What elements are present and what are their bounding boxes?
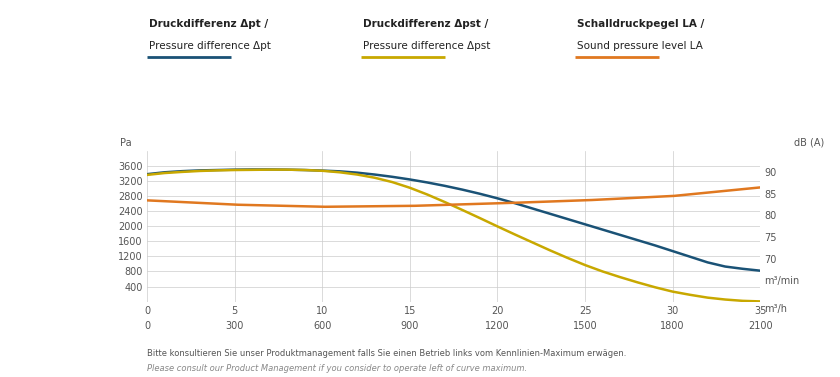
Text: Bitte konsultieren Sie unser Produktmanagement falls Sie einen Betrieb links vom: Bitte konsultieren Sie unser Produktmana… — [147, 349, 627, 358]
Text: Pa: Pa — [120, 138, 132, 148]
Text: Schalldruckpegel LA /: Schalldruckpegel LA / — [577, 19, 704, 29]
Text: Druckdifferenz Δpt /: Druckdifferenz Δpt / — [149, 19, 268, 29]
Text: Pressure difference Δpt: Pressure difference Δpt — [149, 41, 270, 52]
Text: m³/min: m³/min — [764, 276, 800, 286]
Text: dB (A): dB (A) — [794, 138, 824, 148]
Text: Pressure difference Δpst: Pressure difference Δpst — [363, 41, 491, 52]
Text: Druckdifferenz Δpst /: Druckdifferenz Δpst / — [363, 19, 488, 29]
Text: Sound pressure level LA: Sound pressure level LA — [577, 41, 703, 52]
Text: Please consult our Product Management if you consider to operate left of curve m: Please consult our Product Management if… — [147, 364, 528, 373]
Text: m³/h: m³/h — [764, 304, 787, 314]
